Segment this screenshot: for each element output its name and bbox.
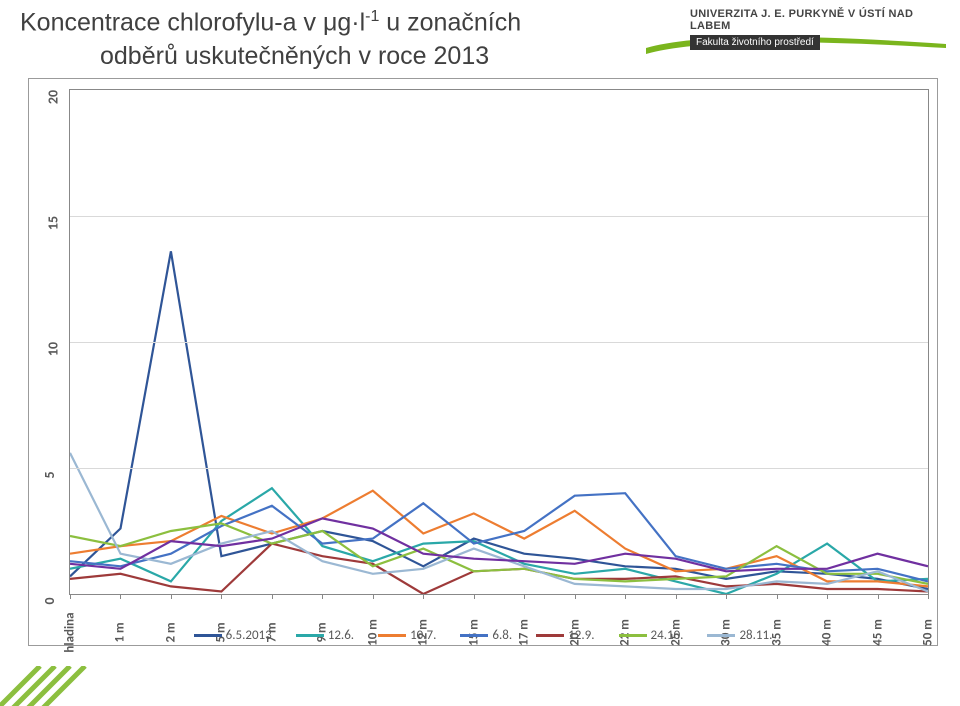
legend-item: 6.8. xyxy=(460,628,512,643)
title-unit: μg·l xyxy=(323,8,365,36)
x-tick-mark xyxy=(928,594,929,599)
legend-label: 10.7. xyxy=(410,628,436,643)
legend-item: 12.6. xyxy=(296,628,354,643)
gridline xyxy=(70,468,928,469)
legend-color-swatch xyxy=(536,634,564,637)
x-tick-mark xyxy=(322,594,323,599)
gridline xyxy=(70,216,928,217)
legend-color-swatch xyxy=(296,634,324,637)
x-tick-mark xyxy=(777,594,778,599)
x-tick-mark xyxy=(625,594,626,599)
plot-area: 05101520hladina1 m2 m5 m7 m9 m10 m12 m15… xyxy=(69,89,929,595)
corner-decoration-icon xyxy=(0,666,90,706)
legend-item: 10.7. xyxy=(378,628,436,643)
title-part-b: u zonačních xyxy=(379,8,521,36)
x-tick-mark xyxy=(474,594,475,599)
y-tick-label: 0 xyxy=(41,597,58,604)
gridline xyxy=(70,342,928,343)
legend-label: 6.5.2013 xyxy=(226,628,272,643)
x-tick-mark xyxy=(272,594,273,599)
logo-text-bottom: Fakulta životního prostředí xyxy=(690,35,820,50)
legend: 6.5.2013 12.6. 10.7. 6.8. 12.9. 24.10. 28.11. xyxy=(29,628,937,643)
y-tick-label: 20 xyxy=(45,90,62,104)
legend-color-swatch xyxy=(460,634,488,637)
y-tick-label: 15 xyxy=(45,216,62,230)
legend-item: 28.11. xyxy=(707,628,772,643)
legend-label: 12.9. xyxy=(568,628,594,643)
x-tick-mark xyxy=(70,594,71,599)
legend-color-swatch xyxy=(194,634,222,637)
x-tick-mark xyxy=(827,594,828,599)
legend-item: 24.10. xyxy=(619,628,684,643)
legend-item: 6.5.2013 xyxy=(194,628,272,643)
chart-title: Koncentrace chlorofylu-a v μg·l-1 u zona… xyxy=(20,6,521,74)
logo-text-top: UNIVERZITA J. E. PURKYNĚ V ÚSTÍ NAD LABE… xyxy=(690,8,946,32)
series-line xyxy=(70,488,928,594)
legend-label: 24.10. xyxy=(651,628,684,643)
x-tick-mark xyxy=(524,594,525,599)
title-part-a: Koncentrace chlorofylu-a v xyxy=(20,8,323,36)
x-tick-mark xyxy=(575,594,576,599)
x-tick-mark xyxy=(373,594,374,599)
x-tick-mark xyxy=(171,594,172,599)
x-tick-mark xyxy=(120,594,121,599)
x-tick-mark xyxy=(221,594,222,599)
y-tick-label: 10 xyxy=(45,342,62,356)
legend-label: 12.6. xyxy=(328,628,354,643)
university-logo: UNIVERZITA J. E. PURKYNĚ V ÚSTÍ NAD LABE… xyxy=(646,8,946,58)
x-tick-mark xyxy=(878,594,879,599)
title-superscript: -1 xyxy=(365,8,379,25)
legend-color-swatch xyxy=(378,634,406,637)
legend-label: 28.11. xyxy=(739,628,772,643)
title-line-2: odběrů uskutečněných v roce 2013 xyxy=(20,40,521,74)
chart-container: 05101520hladina1 m2 m5 m7 m9 m10 m12 m15… xyxy=(28,78,938,646)
legend-label: 6.8. xyxy=(492,628,512,643)
legend-color-swatch xyxy=(619,634,647,637)
legend-color-swatch xyxy=(707,634,735,637)
x-tick-mark xyxy=(726,594,727,599)
legend-item: 12.9. xyxy=(536,628,594,643)
x-tick-mark xyxy=(423,594,424,599)
y-tick-label: 5 xyxy=(41,471,58,478)
x-tick-mark xyxy=(676,594,677,599)
